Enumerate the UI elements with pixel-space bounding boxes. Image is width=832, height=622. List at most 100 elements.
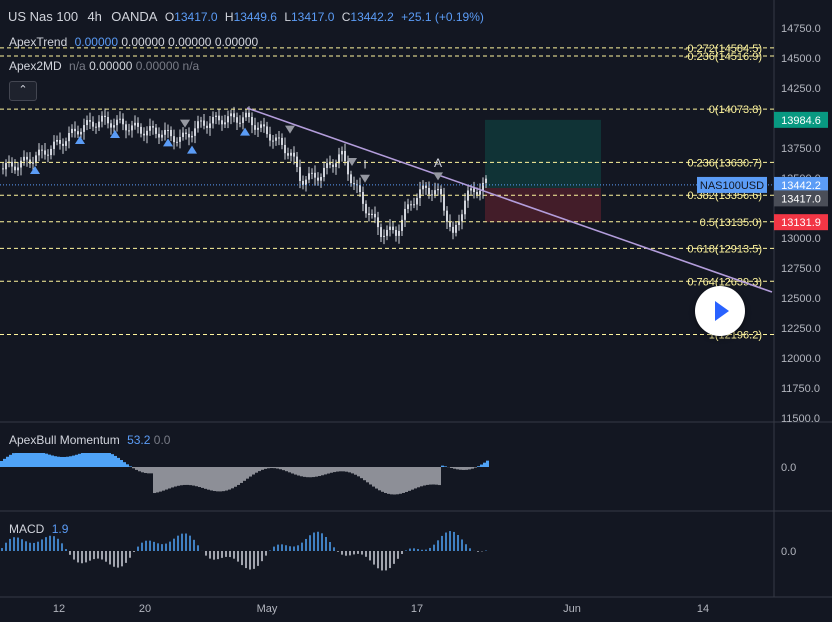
trendline[interactable]	[246, 107, 773, 293]
candle-body	[335, 163, 337, 167]
macd-legend[interactable]: MACD 1.9	[9, 522, 68, 536]
candle-body	[104, 115, 106, 117]
apextrend-legend[interactable]: ApexTrend 0.00000 0.00000 0.00000 0.0000…	[9, 35, 258, 49]
time-axis-label: 14	[697, 603, 709, 615]
momentum-bar	[198, 467, 201, 488]
fib-level-label: 0.236(13630.7)	[687, 157, 762, 169]
candle-body	[476, 191, 478, 195]
candle-body	[38, 149, 40, 156]
momentum-bar	[276, 467, 279, 469]
candle-body	[182, 132, 184, 137]
momentum-bar	[483, 462, 486, 467]
momentum-bar	[108, 453, 111, 467]
candle-body	[365, 203, 367, 214]
candle-body	[227, 116, 229, 123]
candle-body	[434, 190, 436, 195]
buy-signal-icon	[75, 136, 85, 144]
apex2md-name[interactable]: Apex2MD	[9, 59, 62, 73]
candle-body	[446, 210, 448, 222]
candle-body	[413, 204, 415, 206]
candle-body	[398, 230, 400, 236]
apextrend-value: 0.00000	[121, 35, 165, 49]
momentum-bar	[330, 467, 333, 473]
candle-body	[230, 113, 232, 117]
price-axis-label: 13750.0	[781, 143, 821, 155]
candle-body	[353, 183, 355, 185]
momentum-bar	[216, 467, 219, 492]
candlestick-series	[2, 106, 487, 245]
momentum-bar	[435, 467, 438, 485]
apextrend-value: 0.00000	[214, 35, 259, 49]
sell-signal-icon	[180, 119, 190, 128]
candle-body	[5, 162, 7, 170]
candle-body	[485, 178, 487, 183]
candle-body	[176, 141, 178, 143]
symbol-name[interactable]: US Nas 100	[8, 9, 79, 24]
candle-body	[392, 226, 394, 230]
momentum-bar	[147, 467, 150, 474]
momentum-bar	[153, 467, 156, 494]
momentum-bar	[15, 453, 18, 467]
apextrend-value: 0.00000	[168, 35, 212, 49]
candle-body	[53, 141, 55, 149]
interval-label[interactable]: 4h	[87, 9, 102, 24]
momentum-bar	[54, 456, 57, 467]
candle-body	[11, 161, 13, 167]
candle-body	[317, 177, 319, 181]
momentum-bar	[486, 460, 489, 467]
momentum-bar	[465, 467, 468, 470]
momentum-bar	[306, 467, 309, 478]
candle-body	[389, 226, 391, 230]
candle-body	[302, 180, 304, 186]
time-axis-label: 20	[139, 603, 151, 615]
momentum-bar	[234, 467, 237, 487]
candle-body	[308, 173, 310, 180]
momentum-bar	[228, 467, 231, 490]
momentum-bar	[360, 467, 363, 479]
momentum-bar	[372, 467, 375, 487]
candle-body	[218, 115, 220, 121]
apex2md-value: n/a	[69, 59, 86, 73]
candle-body	[428, 187, 430, 195]
candle-body	[260, 124, 262, 128]
candle-body	[101, 115, 103, 122]
momentum-bar	[150, 467, 153, 474]
entry-price-tag: 13417.0	[781, 193, 821, 205]
sell-signal-icon	[347, 158, 357, 166]
momentum-bar	[66, 456, 69, 467]
momentum-bar	[279, 467, 282, 470]
macd-name[interactable]: MACD	[9, 522, 45, 536]
momentum-bar	[78, 453, 81, 467]
sell-signal-icon	[285, 125, 295, 134]
change-value: +25.1 (+0.19%)	[401, 10, 484, 24]
collapse-legend-button[interactable]: ⌃	[9, 81, 37, 101]
replay-play-button[interactable]	[695, 286, 745, 336]
apextrend-name[interactable]: ApexTrend	[9, 35, 68, 49]
momentum-bar	[462, 467, 465, 470]
candle-body	[188, 133, 190, 138]
candle-body	[95, 126, 97, 128]
momentum-bar	[381, 467, 384, 492]
momentum-bar	[477, 466, 480, 467]
momentum-bar	[135, 467, 138, 470]
momentum-bar	[159, 467, 162, 492]
price-axis-label: 14250.0	[781, 83, 821, 95]
candle-body	[350, 174, 352, 184]
macd-histogram	[1, 531, 487, 571]
momentum-bar	[480, 464, 483, 467]
momentum-bar	[291, 467, 294, 474]
momentum-name[interactable]: ApexBull Momentum	[9, 433, 120, 447]
momentum-legend[interactable]: ApexBull Momentum 53.2 0.0	[9, 433, 170, 447]
momentum-value: 53.2	[127, 433, 151, 447]
momentum-bar	[363, 467, 366, 481]
momentum-bar	[63, 456, 66, 467]
momentum-bar	[444, 466, 447, 467]
apex2md-legend[interactable]: Apex2MD n/a 0.00000 0.00000 n/a	[9, 59, 199, 73]
stop-price-tag-bg	[774, 214, 828, 231]
momentum-bar	[321, 467, 324, 476]
candle-body	[86, 120, 88, 126]
candle-body	[92, 121, 94, 127]
momentum-bar	[75, 454, 78, 467]
candle-body	[368, 213, 370, 216]
